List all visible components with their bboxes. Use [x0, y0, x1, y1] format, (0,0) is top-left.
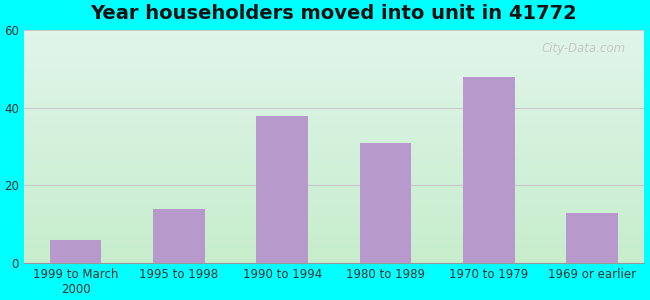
Bar	[566, 213, 618, 263]
Bar	[359, 143, 411, 263]
Title: Year householders moved into unit in 41772: Year householders moved into unit in 417…	[90, 4, 577, 23]
Bar	[153, 209, 205, 263]
Bar	[50, 240, 101, 263]
Bar	[256, 116, 308, 263]
Text: City-Data.com: City-Data.com	[541, 42, 625, 55]
Bar	[463, 77, 515, 263]
